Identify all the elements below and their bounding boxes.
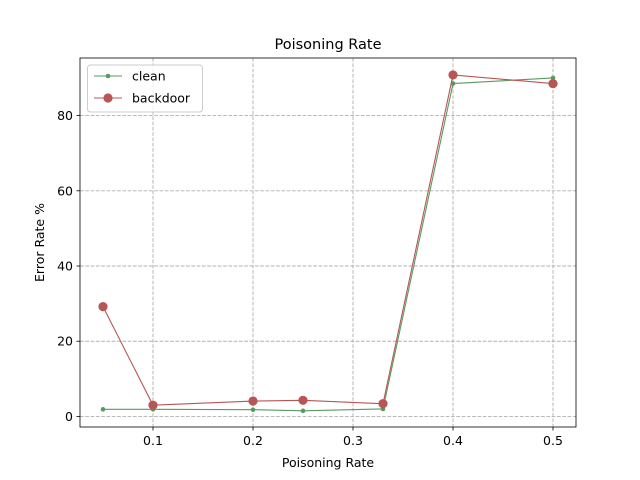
y-tick-label: 0 (65, 409, 73, 424)
series-layer (98, 70, 558, 414)
legend-marker-clean (105, 73, 111, 79)
data-point-backdoor (378, 399, 388, 409)
chart-title: Poisoning Rate (274, 37, 381, 53)
ticks: 0.1 0.2 0.3 0.4 0.5 0 20 40 60 80 (57, 108, 563, 448)
series-line-backdoor (102, 74, 554, 406)
legend-label-backdoor: backdoor (132, 91, 191, 106)
series-line-clean (103, 77, 554, 412)
data-point-clean (300, 408, 306, 414)
grid (80, 58, 576, 427)
data-point-backdoor (548, 78, 558, 89)
y-axis-label: Error Rate % (32, 203, 47, 282)
legend-label-clean: clean (132, 69, 166, 84)
data-point-clean (100, 407, 106, 412)
data-point-backdoor (248, 396, 258, 406)
data-point-clean (550, 75, 556, 81)
x-tick-label: 0.1 (143, 433, 163, 448)
data-point-backdoor (448, 70, 458, 80)
x-tick-label: 0.2 (243, 433, 263, 448)
data-point-clean (250, 407, 256, 412)
y-tick-label: 40 (57, 259, 73, 274)
y-tick-label: 80 (57, 108, 73, 123)
x-tick-label: 0.5 (543, 433, 563, 448)
legend-box (87, 64, 203, 113)
legend-marker-backdoor (103, 93, 113, 103)
data-point-backdoor (298, 395, 308, 405)
y-tick-label: 60 (57, 183, 73, 198)
x-tick-label: 0.3 (343, 433, 363, 448)
data-point-backdoor (98, 302, 108, 312)
x-tick-label: 0.4 (443, 433, 463, 448)
plot-frame (79, 57, 577, 428)
data-point-backdoor (148, 400, 158, 410)
legend: clean backdoor (87, 64, 203, 113)
x-axis-label: Poisoning Rate (282, 455, 375, 470)
y-tick-label: 20 (57, 334, 73, 349)
